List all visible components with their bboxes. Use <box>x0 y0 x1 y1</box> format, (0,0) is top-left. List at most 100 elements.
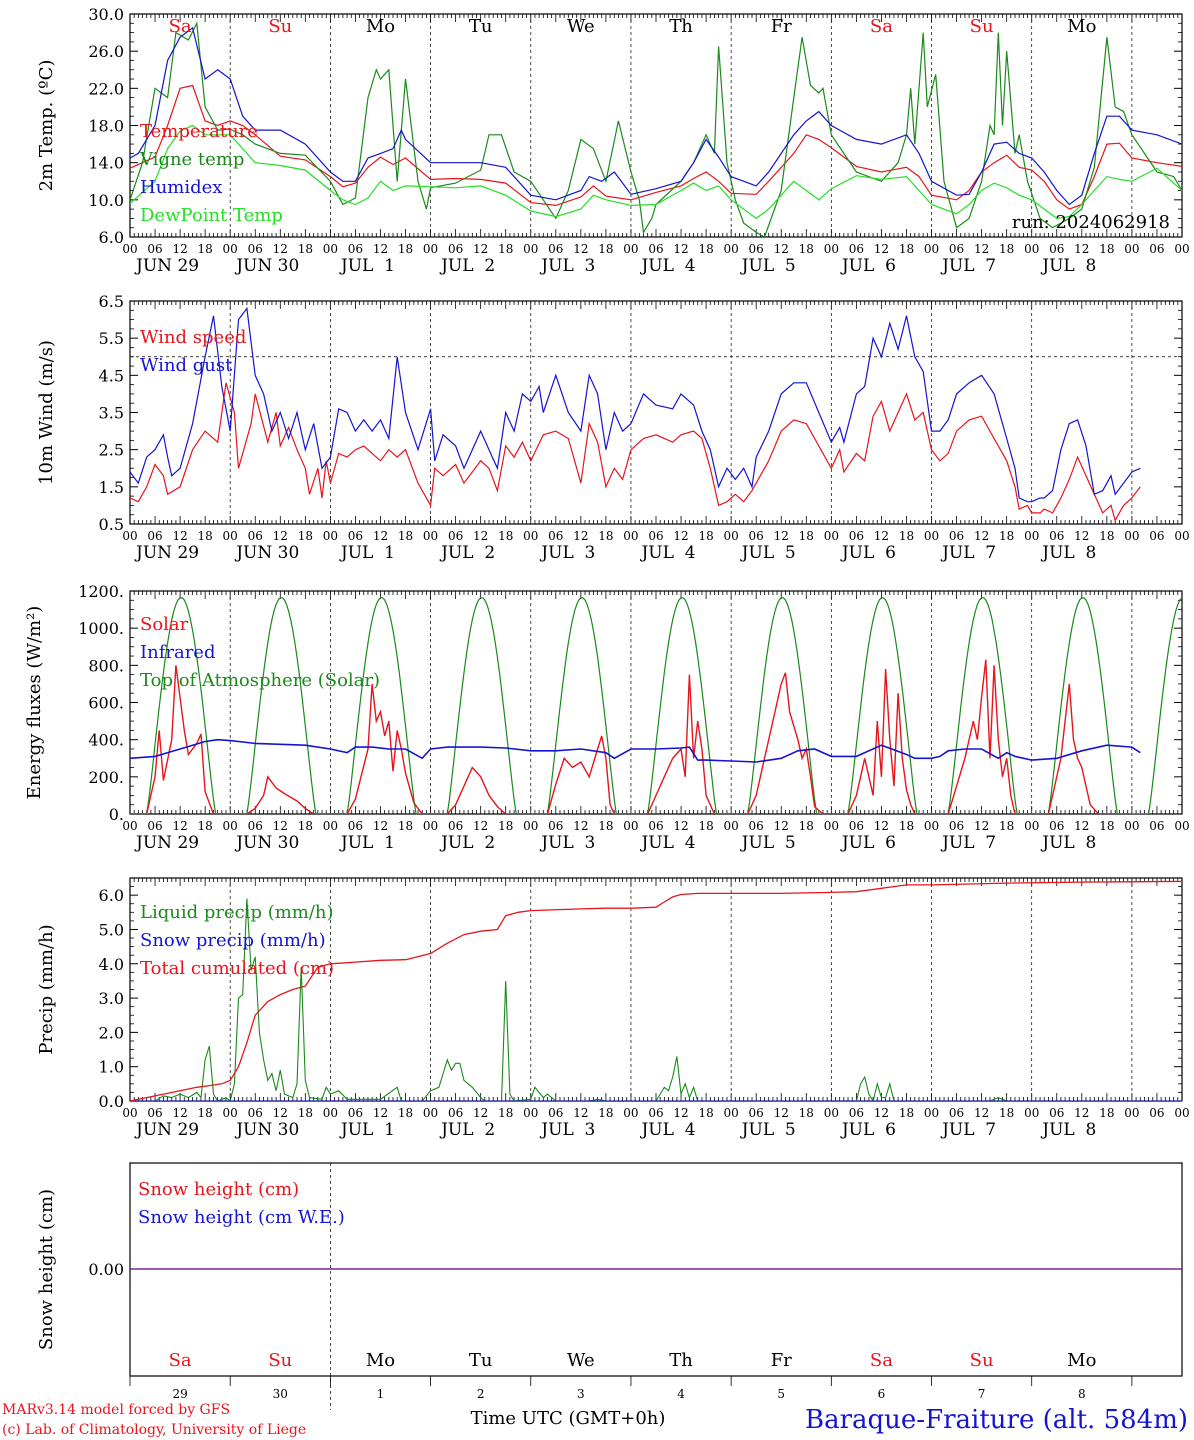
hour-tick-label: 18 <box>899 242 914 256</box>
date-label: JUL 4 <box>639 1120 695 1140</box>
hour-tick-label: 00 <box>1124 1106 1139 1120</box>
hour-tick-label: 00 <box>523 819 538 833</box>
hour-tick-label: 06 <box>949 1106 964 1120</box>
date-label: JUL 2 <box>439 256 495 276</box>
hour-tick-label: 18 <box>598 819 613 833</box>
hour-tick-label: 06 <box>1049 242 1064 256</box>
hour-tick-label: 06 <box>849 242 864 256</box>
series-line-solar <box>130 659 1132 814</box>
day-number-label: 3 <box>577 1387 585 1401</box>
hour-tick-label: 12 <box>1074 529 1089 543</box>
hour-tick-label: 06 <box>648 819 663 833</box>
hour-tick-label: 00 <box>824 819 839 833</box>
hour-tick-label: 18 <box>398 1106 413 1120</box>
hour-tick-label: 06 <box>548 819 563 833</box>
date-label: JUL 5 <box>740 833 796 853</box>
date-label: JUL 7 <box>940 1120 996 1140</box>
panel-frame <box>129 590 1183 815</box>
hour-tick-label: 18 <box>598 1106 613 1120</box>
date-label: JUN 30 <box>234 543 299 563</box>
hour-tick-label: 18 <box>999 242 1014 256</box>
hour-tick-label: 18 <box>899 819 914 833</box>
hour-tick-label: 18 <box>298 242 313 256</box>
weekday-label: Sa <box>870 1350 893 1371</box>
hour-tick-label: 18 <box>1099 529 1114 543</box>
hour-tick-label: 06 <box>448 242 463 256</box>
hour-tick-label: 18 <box>999 529 1014 543</box>
legend-entry: Vigne temp <box>139 149 244 170</box>
hour-tick-label: 06 <box>147 819 162 833</box>
series-line-top-of-atmosphere-solar <box>130 597 1182 814</box>
y-tick-label: 2.5 <box>99 441 124 460</box>
panel-wind: 00 06 12 18 00 06 12 18 00 06 12 18 00 06 12 18 00 06 12 18… <box>36 292 1190 563</box>
lab-credit: (c) Lab. of Climatology, University of L… <box>2 1422 306 1438</box>
hour-tick-label: 12 <box>974 529 989 543</box>
hour-tick-label: 12 <box>573 1106 588 1120</box>
weekday-label: Mo <box>366 16 395 37</box>
hour-tick-label: 12 <box>373 529 388 543</box>
series-line-dewpoint-temp <box>130 124 1182 220</box>
weekday-label: Su <box>268 16 292 37</box>
date-label: JUL 2 <box>439 1120 495 1140</box>
weekday-label: Mo <box>1067 1350 1096 1371</box>
y-axis-label: 2m Temp. (ºC) <box>36 60 57 192</box>
day-number-label: 2 <box>477 1387 485 1401</box>
y-tick-label: 5.0 <box>99 920 124 939</box>
hour-tick-label: 12 <box>974 1106 989 1120</box>
y-tick-label: 600. <box>88 694 124 713</box>
date-label: JUN 29 <box>134 543 199 563</box>
hour-tick-label: 12 <box>573 819 588 833</box>
hour-tick-label: 18 <box>899 1106 914 1120</box>
date-label: JUL 5 <box>740 256 796 276</box>
hour-tick-label: 00 <box>623 529 638 543</box>
date-label: JUN 30 <box>234 833 299 853</box>
hour-tick-label: 00 <box>1024 1106 1039 1120</box>
y-tick-label: 3.0 <box>99 989 124 1008</box>
weekday-label: Su <box>970 1350 994 1371</box>
date-label: JUL 5 <box>740 1120 796 1140</box>
y-tick-label: 6.0 <box>99 228 124 247</box>
hour-tick-label: 18 <box>498 819 513 833</box>
hour-tick-label: 00 <box>122 529 137 543</box>
model-credit: MARv3.14 model forced by GFS <box>2 1402 230 1418</box>
date-label: JUN 30 <box>234 1120 299 1140</box>
hour-tick-label: 00 <box>122 1106 137 1120</box>
y-axis-label: Energy fluxes (W/m²) <box>24 606 45 800</box>
hour-tick-label: 06 <box>147 1106 162 1120</box>
date-label: JUL 6 <box>840 833 896 853</box>
date-label: JUN 29 <box>134 1120 199 1140</box>
hour-tick-label: 06 <box>248 242 263 256</box>
hour-tick-label: 06 <box>348 1106 363 1120</box>
y-tick-label: 4.0 <box>99 955 124 974</box>
hour-tick-label: 06 <box>749 1106 764 1120</box>
y-tick-label: 3.5 <box>99 404 124 423</box>
hour-tick-label: 12 <box>473 819 488 833</box>
date-label: JUL 2 <box>439 833 495 853</box>
day-number-label: 29 <box>172 1387 187 1401</box>
y-tick-label: 10.0 <box>88 191 124 210</box>
day-number-label: 8 <box>1078 1387 1086 1401</box>
hour-tick-label: 06 <box>248 1106 263 1120</box>
y-tick-label: 18.0 <box>88 117 124 136</box>
hour-tick-label: 12 <box>974 242 989 256</box>
hour-tick-label: 00 <box>523 1106 538 1120</box>
y-tick-label: 200. <box>88 768 124 787</box>
hour-tick-label: 00 <box>122 242 137 256</box>
y-tick-label: 26.0 <box>88 42 124 61</box>
series-line-temperature <box>130 84 1182 210</box>
hour-tick-label: 00 <box>423 242 438 256</box>
hour-tick-label: 18 <box>398 529 413 543</box>
series-line-vigne-temp <box>130 21 1182 237</box>
date-label: JUL 7 <box>940 256 996 276</box>
hour-tick-label: 12 <box>974 819 989 833</box>
hour-tick-label: 00 <box>623 1106 638 1120</box>
day-number-label: 7 <box>978 1387 986 1401</box>
hour-tick-label: 12 <box>774 529 789 543</box>
y-tick-label: 0.0 <box>99 1092 124 1111</box>
hour-tick-label: 12 <box>373 1106 388 1120</box>
hour-tick-label: 12 <box>1074 819 1089 833</box>
hour-tick-label: 18 <box>198 529 213 543</box>
hour-tick-label: 12 <box>1074 1106 1089 1120</box>
hour-tick-label: 12 <box>673 819 688 833</box>
weekday-label: Mo <box>1067 16 1096 37</box>
